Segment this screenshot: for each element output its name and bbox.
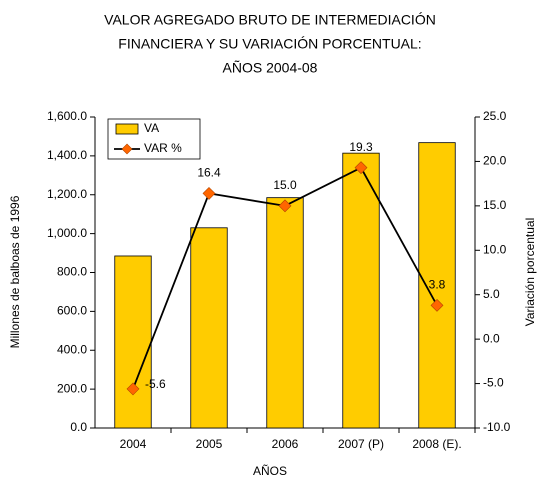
y2-axis-label: Variación porcentual xyxy=(523,218,537,327)
chart-title: VALOR AGREGADO BRUTO DE INTERMEDIACIÓN xyxy=(104,12,436,28)
data-label: -5.6 xyxy=(145,377,166,391)
y2-tick-label: 5.0 xyxy=(483,287,500,301)
y-tick-label: 1,400.0 xyxy=(47,148,87,162)
y-tick-label: 800.0 xyxy=(57,265,87,279)
marker xyxy=(278,199,292,213)
bar xyxy=(266,197,304,429)
bar xyxy=(190,227,228,429)
y2-tick-label: 0.0 xyxy=(483,331,500,345)
x-tick-label: 2008 (E). xyxy=(412,437,461,451)
y-tick-label: 200.0 xyxy=(57,381,87,395)
y-tick-label: 1,200.0 xyxy=(47,187,87,201)
marker xyxy=(202,186,216,200)
data-label: 19.3 xyxy=(349,140,373,154)
y2-tick-label: 15.0 xyxy=(483,198,507,212)
data-label: 16.4 xyxy=(197,166,221,180)
y-tick-label: 0.0 xyxy=(70,420,87,434)
bar xyxy=(342,152,380,429)
y2-tick-label: 20.0 xyxy=(483,154,507,168)
marker xyxy=(430,298,444,312)
marker xyxy=(354,161,368,175)
legend-label: VA xyxy=(144,121,159,135)
y-tick-label: 1,000.0 xyxy=(47,226,87,240)
y2-tick-label: 25.0 xyxy=(483,109,507,123)
legend-swatch xyxy=(115,123,139,135)
bar xyxy=(114,255,152,429)
legend-label: VAR % xyxy=(144,141,182,155)
x-axis-label: AÑOS xyxy=(253,464,287,478)
bar xyxy=(418,142,456,429)
data-label: 3.8 xyxy=(429,278,446,292)
y-axis-label: Millones de balboas de 1996 xyxy=(8,195,22,348)
y2-tick-label: 10.0 xyxy=(483,242,507,256)
marker xyxy=(126,382,140,396)
data-label: 15.0 xyxy=(273,178,297,192)
y2-tick-label: -10.0 xyxy=(483,420,511,434)
y-tick-label: 600.0 xyxy=(57,304,87,318)
x-tick-label: 2004 xyxy=(120,437,147,451)
x-tick-label: 2005 xyxy=(196,437,223,451)
chart-title: AÑOS 2004-08 xyxy=(223,60,318,76)
x-tick-label: 2006 xyxy=(272,437,299,451)
chart-title: FINANCIERA Y SU VARIACIÓN PORCENTUAL: xyxy=(118,36,421,52)
y-tick-label: 1,600.0 xyxy=(47,109,87,123)
legend-swatch xyxy=(121,143,133,155)
y-tick-label: 400.0 xyxy=(57,342,87,356)
x-tick-label: 2007 (P) xyxy=(338,437,384,451)
y2-tick-label: -5.0 xyxy=(483,376,504,390)
